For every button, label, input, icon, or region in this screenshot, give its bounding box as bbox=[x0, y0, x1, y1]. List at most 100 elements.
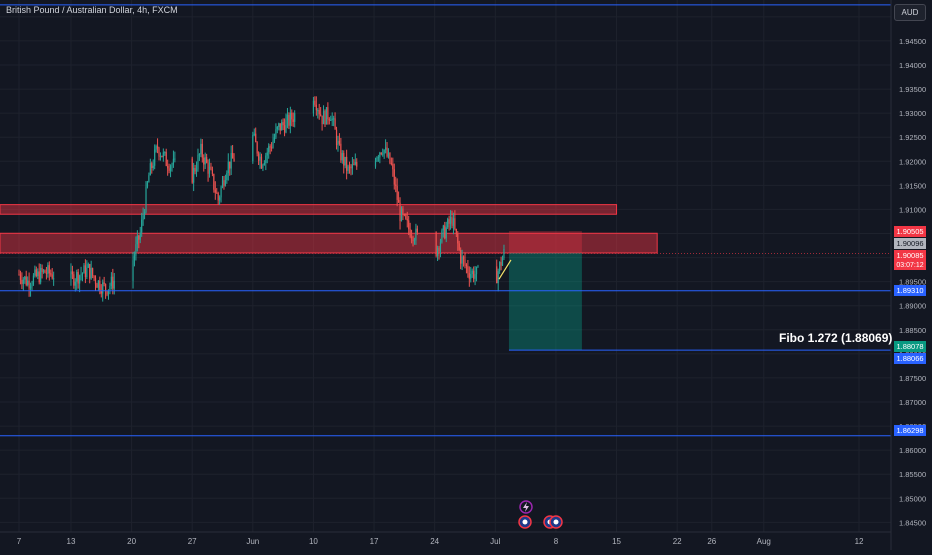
candle-body bbox=[18, 274, 20, 276]
candle-body bbox=[29, 286, 32, 289]
candle-body bbox=[50, 273, 52, 275]
candle-body bbox=[21, 279, 23, 284]
candle-body bbox=[262, 164, 264, 169]
candle-body bbox=[84, 265, 86, 278]
candle-body bbox=[260, 156, 263, 169]
candle-body bbox=[402, 208, 404, 215]
currency-button[interactable]: AUD bbox=[894, 4, 926, 21]
candle-body bbox=[317, 110, 319, 112]
candle-body bbox=[191, 158, 193, 183]
time-tick-label: 10 bbox=[309, 537, 318, 546]
candles bbox=[18, 96, 505, 302]
candle-body bbox=[53, 278, 55, 280]
candle-body bbox=[276, 126, 278, 130]
horizontal-lines[interactable] bbox=[0, 4, 891, 437]
price-tick-label: 1.87500 bbox=[899, 374, 926, 383]
svg-text:1.88078: 1.88078 bbox=[896, 342, 923, 351]
candle-body bbox=[442, 225, 444, 231]
candle-body bbox=[255, 133, 257, 143]
candle-body bbox=[221, 180, 224, 188]
price-tick-label: 1.94000 bbox=[899, 61, 926, 70]
candle-body bbox=[233, 158, 235, 162]
candle-body bbox=[133, 255, 136, 261]
candle-body bbox=[350, 166, 352, 169]
resistance-zone-upper[interactable] bbox=[0, 204, 618, 215]
candle-body bbox=[168, 168, 170, 171]
badge-target-upper: 1.88078 bbox=[894, 341, 926, 352]
flag-event-icon-3[interactable] bbox=[549, 515, 563, 529]
candle-body bbox=[146, 182, 149, 187]
candle-body bbox=[408, 220, 410, 230]
candle-body bbox=[354, 162, 356, 165]
short-position-tool[interactable] bbox=[498, 231, 582, 351]
candle-body bbox=[41, 267, 43, 272]
candle-body bbox=[374, 160, 377, 167]
candle-body bbox=[441, 230, 443, 243]
candle-body bbox=[462, 256, 465, 260]
candle-body bbox=[386, 147, 388, 157]
candle-body bbox=[148, 175, 150, 183]
candle-body bbox=[471, 270, 473, 275]
candle-body bbox=[204, 157, 206, 165]
candle-body bbox=[83, 265, 85, 274]
candle-body bbox=[395, 184, 397, 186]
candle-body bbox=[467, 266, 469, 274]
svg-text:1.90085: 1.90085 bbox=[896, 251, 923, 260]
candle-body bbox=[232, 152, 234, 159]
candle-body bbox=[106, 291, 108, 295]
candle-body bbox=[291, 112, 293, 120]
candle-body bbox=[44, 270, 46, 273]
candle-body bbox=[282, 122, 284, 126]
drawings[interactable] bbox=[0, 204, 891, 254]
candle-body bbox=[138, 235, 140, 240]
candle-body bbox=[90, 268, 92, 279]
candle-body bbox=[413, 240, 416, 242]
candle-body bbox=[40, 267, 42, 283]
candle-body bbox=[468, 273, 470, 279]
candle-body bbox=[38, 271, 40, 283]
candle-body bbox=[464, 259, 466, 265]
resistance-zone-lower[interactable] bbox=[0, 232, 658, 254]
candle-body bbox=[387, 152, 390, 157]
candle-body bbox=[438, 248, 440, 252]
candle-body bbox=[320, 114, 322, 116]
candle-body bbox=[195, 169, 198, 172]
svg-text:1.90505: 1.90505 bbox=[896, 227, 923, 236]
candle-body bbox=[139, 232, 141, 240]
lightning-event-icon[interactable] bbox=[519, 500, 533, 514]
flag-event-icon[interactable] bbox=[518, 515, 532, 529]
candle-body bbox=[439, 242, 442, 252]
stop-loss-area[interactable] bbox=[508, 231, 582, 253]
time-tick-label: Jul bbox=[490, 537, 500, 546]
candle-body bbox=[103, 282, 105, 285]
candle-body bbox=[341, 153, 343, 161]
candle-body bbox=[94, 277, 97, 285]
take-profit-area[interactable] bbox=[508, 252, 582, 351]
candle-body bbox=[208, 166, 211, 174]
time-tick-label: 15 bbox=[612, 537, 621, 546]
price-tick-label: 1.84500 bbox=[899, 518, 926, 527]
candle-body bbox=[105, 284, 107, 292]
candle-body bbox=[455, 228, 457, 235]
price-tick-label: 1.92500 bbox=[899, 133, 926, 142]
symbol-title[interactable]: British Pound / Australian Dollar, 4h, F… bbox=[6, 5, 178, 15]
time-tick-label: 17 bbox=[370, 537, 379, 546]
price-badges: 1.90505 1.90096 1.90085 03:07:12 1.89310… bbox=[894, 226, 926, 436]
candle-body bbox=[156, 146, 159, 149]
candle-body bbox=[334, 118, 336, 130]
candle-body bbox=[51, 274, 53, 279]
candle-body bbox=[445, 227, 447, 239]
candle-body bbox=[154, 149, 156, 166]
candle-body bbox=[113, 280, 115, 289]
candle-body bbox=[109, 285, 111, 290]
candle-body bbox=[97, 280, 99, 288]
svg-text:1.88066: 1.88066 bbox=[896, 354, 923, 363]
time-axis[interactable]: 7 13 20 27 Jun 10 17 24 Jul 8 15 22 26 Aug 12 bbox=[17, 537, 864, 546]
candle-body bbox=[475, 266, 478, 275]
candle-body bbox=[86, 267, 88, 278]
event-markers[interactable] bbox=[518, 500, 563, 529]
price-tick-label: 1.94500 bbox=[899, 37, 926, 46]
candle-body bbox=[461, 256, 463, 264]
